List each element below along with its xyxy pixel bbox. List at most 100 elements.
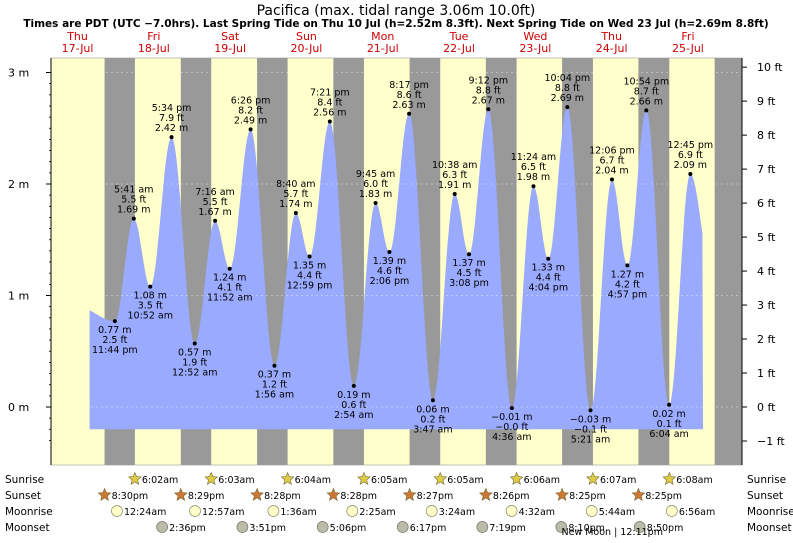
- tide-ft-label: 6.5 ft: [521, 162, 546, 173]
- moonset-time-label: 6:17pm: [410, 523, 447, 534]
- moonset-time-label: 8:10pm: [568, 523, 605, 534]
- day-weekday-label: Tue: [449, 30, 469, 43]
- tide-m-label: 1.67 m: [198, 207, 231, 218]
- tide-time-label: 2:06 pm: [370, 276, 410, 287]
- day-date-label: 17-Jul: [62, 42, 94, 55]
- sunset-icon: [478, 487, 493, 501]
- row-label-left: Sunrise: [5, 474, 44, 486]
- tide-time-label: 5:21 am: [571, 434, 610, 445]
- tide-m-label: 0.57 m: [178, 347, 211, 358]
- sunset-icon: [631, 487, 646, 501]
- moonrise-icon: [585, 505, 598, 517]
- moon-phase-label: New Moon | 12:11pm: [561, 527, 663, 538]
- right-tick-label: 5 ft: [757, 231, 776, 244]
- sunset-icon: [250, 487, 264, 501]
- tide-ft-label: 7.9 ft: [159, 113, 184, 124]
- tide-ft-label: 8.2 ft: [238, 105, 263, 116]
- right-tick-label: 2 ft: [757, 333, 776, 346]
- tide-point: [351, 383, 356, 388]
- sunset-icon: [326, 487, 341, 501]
- tide-point: [112, 319, 117, 324]
- tide-point: [688, 171, 693, 176]
- tide-m-label: 2.42 m: [155, 123, 188, 134]
- row-label-left: Sunset: [5, 490, 41, 502]
- tide-time-label: 10:52 am: [128, 311, 173, 322]
- tide-point: [213, 218, 218, 223]
- row-label-left: Moonrise: [5, 506, 53, 518]
- tide-time-label: 1:56 am: [255, 390, 294, 401]
- tide-point: [546, 256, 551, 261]
- tide-time-label: 7:16 am: [195, 187, 234, 198]
- tide-point: [227, 266, 232, 271]
- tide-m-label: 1.37 m: [452, 258, 485, 269]
- day-weekday-label: Thu: [600, 30, 622, 43]
- moonset-icon: [476, 521, 489, 533]
- chart-title: Pacifica (max. tidal range 3.06m 10.0ft): [257, 3, 536, 19]
- day-weekday-label: Thu: [66, 30, 88, 43]
- row-label-right: Sunrise: [747, 474, 786, 486]
- sunrise-time-label: 6:04am: [295, 475, 331, 486]
- left-tick-label: 1 m: [8, 290, 29, 303]
- tide-time-label: 10:38 am: [432, 160, 477, 171]
- tide-m-label: 1.98 m: [517, 172, 550, 183]
- moonrise-icon: [189, 505, 201, 517]
- tide-ft-label: 5.5 ft: [121, 195, 146, 206]
- tide-ft-label: 4.6 ft: [377, 266, 402, 277]
- tide-point: [531, 184, 536, 189]
- sunset-time-label: 8:27pm: [417, 491, 454, 502]
- sunrise-icon: [280, 471, 295, 485]
- day-weekday-label: Fri: [147, 30, 160, 43]
- tide-point: [293, 210, 298, 215]
- left-tick-label: 2 m: [8, 178, 29, 191]
- sunrise-icon: [509, 471, 524, 485]
- right-tick-label: −1 ft: [757, 435, 785, 448]
- tide-m-label: 1.08 m: [134, 291, 167, 302]
- day-date-label: 20-Jul: [291, 42, 323, 55]
- tide-time-label: 3:08 pm: [449, 278, 489, 289]
- tide-point: [667, 402, 672, 407]
- sunrise-time-label: 6:02am: [142, 475, 178, 486]
- tide-m-label: 1.69 m: [117, 205, 150, 216]
- sunset-icon: [97, 487, 112, 501]
- tide-point: [509, 406, 514, 411]
- sunset-time-label: 8:25pm: [645, 491, 682, 502]
- tide-m-label: 0.19 m: [337, 390, 370, 401]
- tide-m-label: 2.69 m: [551, 93, 584, 104]
- tide-m-label: 2.67 m: [472, 95, 505, 106]
- tide-ft-label: 0.2 ft: [420, 414, 445, 425]
- sunrise-icon: [433, 471, 448, 485]
- moonrise-icon: [346, 505, 359, 517]
- tide-ft-label: 6.9 ft: [678, 150, 703, 161]
- tide-point: [307, 254, 312, 259]
- right-tick-label: 3 ft: [757, 299, 776, 312]
- day-weekday-label: Mon: [371, 30, 394, 43]
- tide-time-label: 12:59 pm: [287, 280, 333, 291]
- sunrise-icon: [127, 471, 142, 485]
- sunrise-time-label: 6:07am: [600, 475, 636, 486]
- tide-time-label: 11:44 pm: [92, 345, 138, 356]
- tide-ft-label: −0.0 ft: [495, 422, 528, 433]
- tide-time-label: 10:54 pm: [623, 76, 669, 87]
- tide-point: [588, 408, 593, 413]
- tide-ft-label: 1.2 ft: [262, 380, 287, 391]
- tide-m-label: 1.74 m: [279, 199, 312, 210]
- day-date-label: 18-Jul: [138, 42, 170, 55]
- moonset-time-label: 5:06pm: [330, 523, 367, 534]
- sunrise-time-label: 6:05am: [447, 475, 483, 486]
- tide-time-label: 6:04 am: [649, 429, 688, 440]
- tide-point: [272, 363, 277, 368]
- tide-ft-label: 8.7 ft: [634, 86, 659, 97]
- sunset-time-label: 8:25pm: [569, 491, 606, 502]
- tide-m-label: 1.91 m: [438, 180, 471, 191]
- tide-point: [625, 263, 630, 268]
- tide-ft-label: 6.0 ft: [363, 179, 388, 190]
- day-date-label: 24-Jul: [596, 42, 628, 55]
- sunrise-icon: [204, 471, 219, 485]
- sunrise-time-label: 6:06am: [524, 475, 560, 486]
- moonrise-time-label: 3:24am: [439, 507, 475, 518]
- moonrise-time-label: 12:57am: [202, 507, 244, 518]
- tide-ft-label: 4.4 ft: [536, 273, 561, 284]
- tide-point: [169, 135, 174, 140]
- tide-point: [248, 127, 253, 132]
